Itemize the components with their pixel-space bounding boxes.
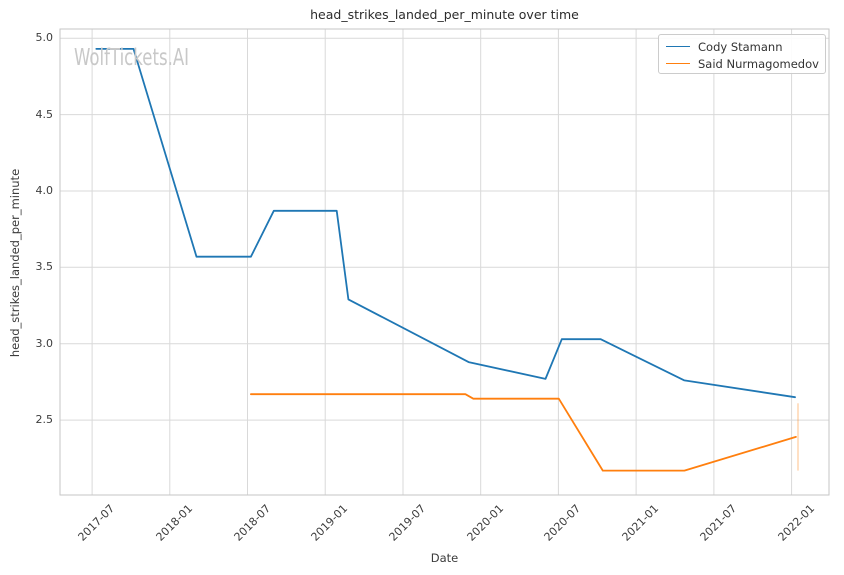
legend-label: Cody Stamann [698,39,783,54]
x-axis-label: Date [430,551,459,565]
legend-entry-cody-stamann: Cody Stamann [666,38,825,55]
legend: Cody Stamann Said Nurmagomedov [658,34,826,74]
y-tick-label-2.5: 2.5 [35,413,54,427]
legend-label: Said Nurmagomedov [698,56,819,71]
y-tick-label-3.5: 3.5 [35,260,54,274]
legend-entry-said-nurmagomedov: Said Nurmagomedov [666,55,825,72]
y-tick-label-4.5: 4.5 [35,107,54,121]
legend-line-sample [666,63,690,64]
chart-title: head_strikes_landed_per_minute over time [310,7,579,22]
y-tick-label-4.0: 4.0 [35,183,54,197]
y-axis-label: head_strikes_landed_per_minute [8,168,22,358]
series-line-said-nurmagomedov [249,393,797,472]
series-line-cody-stamann [95,48,796,399]
watermark: WolfTickets.AI [74,45,190,71]
y-tick-label-3.0: 3.0 [35,336,54,350]
y-tick-label-5.0: 5.0 [35,31,54,45]
legend-line-sample [666,46,690,47]
axes-spines [59,28,830,496]
